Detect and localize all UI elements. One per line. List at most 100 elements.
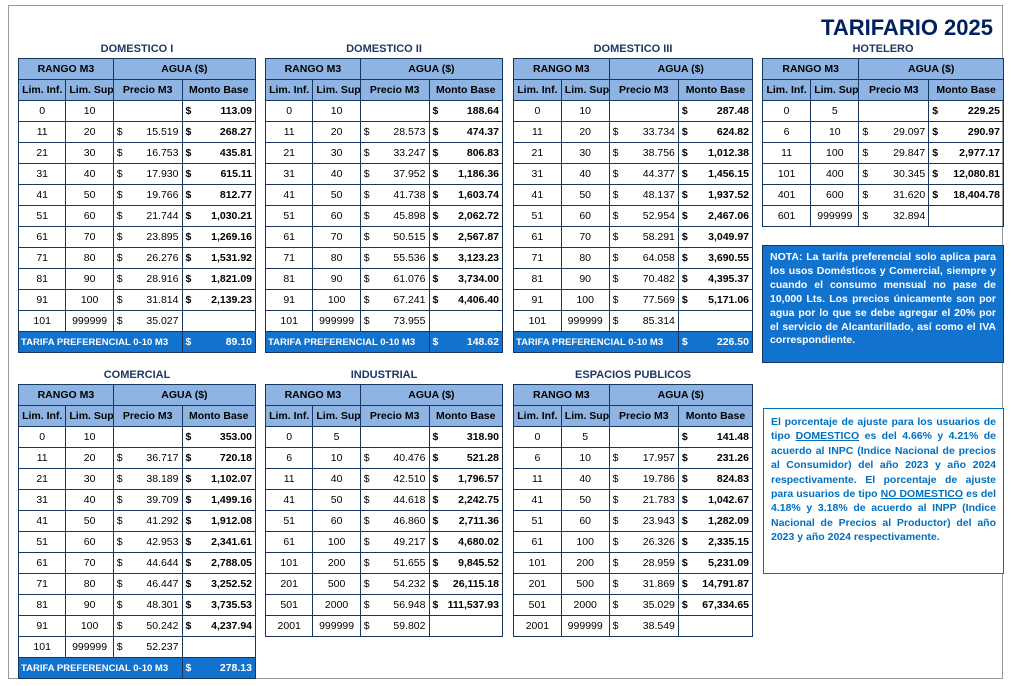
lim-inf-cell: 61 [264, 226, 314, 248]
precio-m3-cell [858, 100, 930, 122]
currency-symbol: $ [612, 315, 619, 327]
monto-base-header: Monto Base [428, 79, 503, 101]
amount: 624.82 [716, 126, 749, 138]
accounting-cell-content: $28.959 [613, 557, 675, 569]
table-espacios-publicos: ESPACIOS PUBLICOS RANGO M3 AGUA ($) Lim. In… [513, 366, 754, 637]
lim-inf-cell: 81 [264, 268, 314, 290]
currency-symbol: $ [432, 189, 439, 201]
precio-m3-cell: $33.734 [608, 121, 679, 143]
lim-sup-header: Lim. Sup. [560, 79, 610, 101]
currency-symbol: $ [185, 599, 192, 611]
currency-symbol: $ [612, 494, 619, 506]
currency-symbol: $ [681, 210, 688, 222]
monto-base-cell: $188.64 [428, 100, 503, 122]
accounting-cell-content: $353.00 [186, 431, 253, 443]
currency-symbol: $ [432, 273, 439, 285]
table-row: 71 80 $55.536 $3,123.23 [264, 247, 503, 269]
lim-inf-cell: 71 [513, 247, 562, 269]
monto-base-cell: $318.90 [428, 426, 503, 448]
page-title: TARIFARIO 2025 [821, 15, 993, 40]
currency-symbol: $ [432, 336, 439, 348]
amount: 29.847 [893, 147, 926, 159]
accounting-cell-content: $229.25 [932, 105, 1000, 117]
amount: 46.860 [393, 515, 426, 527]
amount: 18,404.78 [953, 189, 1000, 201]
monto-base-cell: $3,252.52 [181, 573, 256, 595]
accounting-cell-content: $46.860 [364, 515, 426, 527]
accounting-cell-content: $38.549 [613, 620, 675, 632]
lim-sup-cell: 60 [312, 510, 361, 532]
amount: 26.276 [146, 252, 179, 264]
lim-inf-cell: 101 [761, 163, 812, 185]
lim-sup-cell: 90 [65, 268, 114, 290]
precio-m3-cell: $77.569 [608, 289, 679, 311]
precio-m3-cell: $50.242 [112, 615, 183, 637]
amount: 2,977.17 [959, 147, 1000, 159]
header-row-groups: RANGO M3 AGUA ($) [18, 58, 257, 80]
currency-symbol: $ [862, 126, 869, 138]
monto-base-cell: $9,845.52 [428, 552, 503, 574]
precio-m3-cell [359, 426, 430, 448]
ajuste-segment: es del 4.66% y 4.21% de acuerdo al INPC … [771, 430, 996, 486]
currency-symbol: $ [612, 557, 619, 569]
amount: 36.717 [146, 452, 179, 464]
amount: 1,282.09 [708, 515, 749, 527]
accounting-cell-content: $58.291 [613, 231, 675, 243]
accounting-cell-content: $226.50 [682, 336, 749, 348]
precio-m3-cell [359, 100, 430, 122]
accounting-cell-content: $33.734 [613, 126, 675, 138]
monto-base-cell: $353.00 [181, 426, 256, 448]
amount: 38.756 [642, 147, 675, 159]
amount: 67.241 [393, 294, 426, 306]
table-row: 11 40 $19.786 $824.83 [513, 468, 754, 490]
lim-sup-cell: 20 [560, 121, 610, 143]
currency-symbol: $ [432, 168, 439, 180]
table-row: 401 600 $31.620 $18,404.78 [761, 184, 1004, 206]
accounting-cell-content: $21.783 [613, 494, 675, 506]
rango-m3-header: RANGO M3 [265, 384, 361, 406]
currency-symbol: $ [116, 599, 123, 611]
lim-sup-header: Lim. Sup. [810, 79, 860, 101]
currency-symbol: $ [185, 431, 192, 443]
lim-sup-cell: 100 [560, 289, 610, 311]
precio-m3-cell: $52.954 [608, 205, 679, 227]
amount: 48.301 [146, 599, 179, 611]
lim-inf-cell: 41 [513, 184, 562, 206]
monto-base-cell [677, 615, 754, 637]
amount: 113.09 [220, 105, 252, 117]
tarifa-table-hotelero: RANGO M3 AGUA ($) Lim. Inf. Lim. Sup. Precio… [761, 58, 1004, 227]
lim-sup-cell: 100 [65, 289, 114, 311]
monto-base-cell: $1,531.92 [181, 247, 256, 269]
table-row: 41 50 $21.783 $1,042.67 [513, 489, 754, 511]
monto-base-cell [928, 205, 1004, 227]
lim-sup-cell: 20 [65, 121, 114, 143]
accounting-cell-content: $19.786 [613, 473, 675, 485]
currency-symbol: $ [363, 147, 370, 159]
accounting-cell-content: $2,788.05 [186, 557, 253, 569]
lim-inf-cell: 2001 [264, 615, 314, 637]
currency-symbol: $ [862, 147, 869, 159]
currency-symbol: $ [612, 252, 619, 264]
table-row: 41 50 $44.618 $2,242.75 [264, 489, 503, 511]
precio-m3-cell: $37.952 [359, 163, 430, 185]
lim-inf-cell: 6 [264, 447, 314, 469]
accounting-cell-content: $46.447 [117, 578, 179, 590]
currency-symbol: $ [116, 494, 123, 506]
table-title-domestico-ii: DOMESTICO II [346, 43, 422, 55]
lim-inf-cell: 101 [513, 310, 562, 332]
currency-symbol: $ [432, 557, 439, 569]
precio-m3-cell: $51.655 [359, 552, 430, 574]
tarifa-preferencial-label: TARIFA PREFERENCIAL 0-10 M3 [18, 657, 183, 679]
lim-sup-cell: 10 [560, 447, 610, 469]
amount: 287.48 [716, 105, 749, 117]
lim-inf-cell: 0 [17, 100, 67, 122]
monto-base-cell: $1,456.15 [677, 163, 754, 185]
amount: 3,252.52 [211, 578, 252, 590]
currency-symbol: $ [185, 231, 192, 243]
amount: 720.18 [219, 452, 252, 464]
currency-symbol: $ [185, 294, 192, 306]
precio-m3-cell: $21.744 [112, 205, 183, 227]
currency-symbol: $ [681, 252, 688, 264]
monto-base-cell: $3,735.53 [181, 594, 256, 616]
